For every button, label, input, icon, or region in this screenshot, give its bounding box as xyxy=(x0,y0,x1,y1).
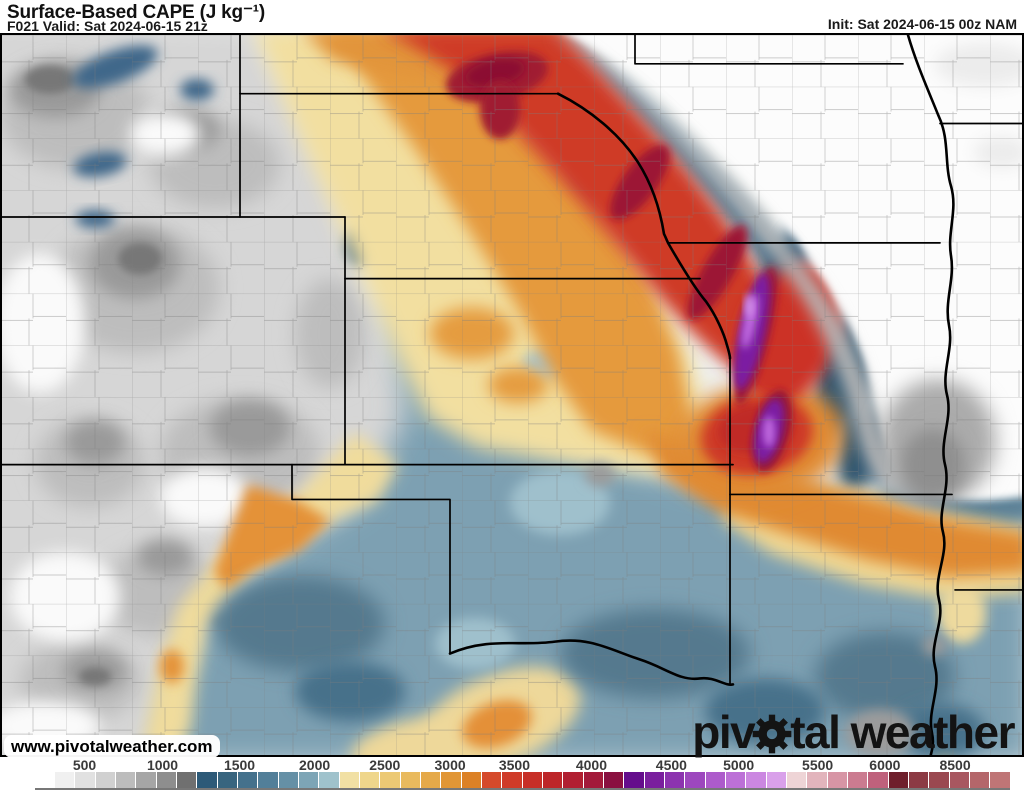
colorbar-segment xyxy=(400,772,421,788)
colorbar-tick: 3500 xyxy=(498,757,530,773)
colorbar-segment xyxy=(990,772,1010,788)
colorbar-segment xyxy=(908,772,929,788)
colorbar-segment xyxy=(583,772,603,788)
colorbar-segment xyxy=(299,772,319,788)
colorbar-segment xyxy=(360,772,380,788)
colorbar-tick: 2000 xyxy=(299,757,331,773)
logo-text-part1: piv xyxy=(692,706,755,758)
logo-text-part2: tal weather xyxy=(790,706,1015,758)
colorbar-tick: 1500 xyxy=(223,757,256,773)
colorbar-segment xyxy=(664,772,685,788)
state-borders-layer xyxy=(0,35,1024,686)
colorbar-segment xyxy=(380,772,400,788)
watermark: www.pivotalweather.com xyxy=(4,735,220,758)
colorbar-segment xyxy=(888,772,908,788)
colorbar-segment xyxy=(827,772,847,788)
colorbar-segment xyxy=(197,772,217,788)
colorbar-tick: 4500 xyxy=(655,757,687,773)
colorbar-tick: 5000 xyxy=(723,757,755,773)
colorbar-tick: 8500 xyxy=(939,757,971,773)
colorbar-segment xyxy=(929,772,949,788)
map-frame-right xyxy=(1022,35,1024,755)
colorbar-segment xyxy=(786,772,807,788)
rivers-layer xyxy=(448,35,955,755)
colorbar-segment xyxy=(746,772,766,788)
colorbar-segment xyxy=(705,772,725,788)
cape-map xyxy=(0,35,1024,755)
colorbar-segment xyxy=(949,772,969,788)
colorbar-segment xyxy=(441,772,461,788)
colorbar-segment xyxy=(136,772,156,788)
colorbar-segment xyxy=(238,772,258,788)
colorbar-segment xyxy=(34,772,55,788)
colorbar-tick-labels: 500 1000 1500 2000 2500 3000 3500 4000 4500 5000 5… xyxy=(34,757,1010,773)
colorbar-segment xyxy=(339,772,360,788)
colorbar-segment xyxy=(807,772,827,788)
colorbar-segment xyxy=(95,772,116,788)
colorbar-segment xyxy=(969,772,990,788)
colorbar-tick: 6000 xyxy=(869,757,901,773)
colorbar-segment xyxy=(725,772,746,788)
colorbar-segment xyxy=(644,772,664,788)
colorbar-tick: 1000 xyxy=(146,757,179,773)
header: Surface-Based CAPE (J kg⁻¹) F021 Valid: … xyxy=(0,0,1024,34)
colorbar-segment xyxy=(421,772,441,788)
colorbar-segment xyxy=(461,772,482,788)
colorbar-segment xyxy=(502,772,522,788)
colorbar-segment xyxy=(75,772,95,788)
colorbar-segment xyxy=(116,772,136,788)
colorbar-segment xyxy=(685,772,705,788)
gear-icon xyxy=(752,714,792,754)
page-title: Surface-Based CAPE (J kg⁻¹) xyxy=(7,2,266,23)
county-lines-layer xyxy=(0,35,1024,755)
colorbar-tick: 3000 xyxy=(434,757,466,773)
colorbar-segment xyxy=(217,772,238,788)
colorbar-tick: 500 xyxy=(72,757,97,773)
mississippi-river xyxy=(906,35,955,755)
colorbar-segment xyxy=(604,772,624,788)
colorbar-segment xyxy=(156,772,177,788)
colorbar-tick: 2500 xyxy=(369,757,401,773)
init-time-label: Init: Sat 2024-06-15 00z NAM xyxy=(827,16,1017,32)
colorbar-segment xyxy=(482,772,502,788)
colorbar-segment xyxy=(319,772,339,788)
colorbar-segment xyxy=(624,772,644,788)
colorbar-segment xyxy=(55,772,75,788)
pivotal-weather-logo: piv tal weather xyxy=(692,706,1015,758)
valid-time-label: F021 Valid: Sat 2024-06-15 21z xyxy=(7,18,208,34)
colorbar xyxy=(34,772,1010,790)
map-frame-left xyxy=(0,35,2,755)
colorbar-segment xyxy=(278,772,299,788)
colorbar-segment xyxy=(258,772,278,788)
red-river xyxy=(448,639,735,686)
colorbar-segment xyxy=(847,772,868,788)
colorbar-segment xyxy=(177,772,197,788)
cape-map-area: www.pivotalweather.com piv tal weather xyxy=(0,33,1024,758)
colorbar-tick: 4000 xyxy=(575,757,608,773)
colorbar-segment xyxy=(766,772,786,788)
colorbar-segment xyxy=(868,772,888,788)
missouri-river xyxy=(556,92,732,360)
colorbar-segment xyxy=(563,772,583,788)
colorbar-tick: 5500 xyxy=(802,757,834,773)
colorbar-segment xyxy=(522,772,543,788)
colorbar-segment xyxy=(543,772,563,788)
